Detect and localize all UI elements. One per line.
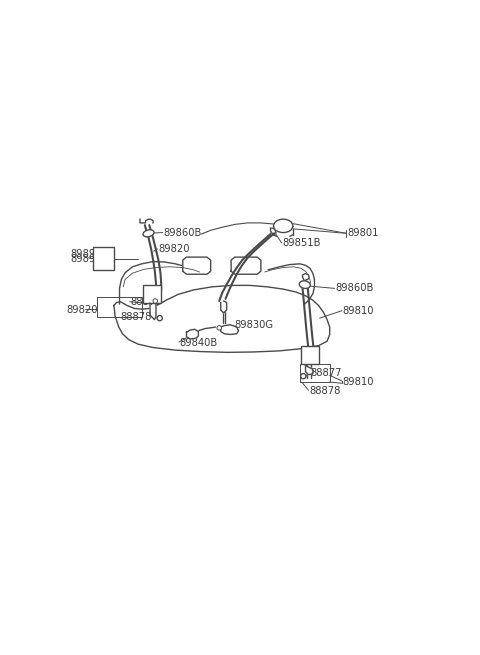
Text: 89840B: 89840B [180,338,218,348]
Polygon shape [114,286,330,352]
Polygon shape [302,274,309,280]
Circle shape [153,299,157,303]
Text: 89860B: 89860B [163,227,202,238]
Text: 88877: 88877 [130,297,161,307]
Bar [300,364,330,382]
Text: 89810: 89810 [343,306,374,316]
Text: 89860B: 89860B [335,284,373,293]
Ellipse shape [299,281,310,288]
Bar [97,297,142,317]
Polygon shape [140,219,153,223]
Bar [301,346,319,364]
Polygon shape [183,257,211,274]
Text: 89810: 89810 [343,377,374,387]
Text: 89820: 89820 [158,244,190,254]
Text: 89851B: 89851B [282,238,321,248]
Bar [94,248,114,270]
Circle shape [300,373,306,379]
Circle shape [157,316,162,321]
Polygon shape [231,257,261,274]
Text: 89897: 89897 [71,249,102,259]
Text: 89801: 89801 [347,229,379,238]
Ellipse shape [143,230,154,237]
Polygon shape [305,365,314,375]
Polygon shape [186,329,198,339]
Polygon shape [150,303,156,320]
Polygon shape [221,301,227,313]
Text: 88877: 88877 [310,368,341,378]
Polygon shape [221,325,239,335]
Polygon shape [271,228,276,233]
Circle shape [217,326,221,330]
Text: 88878: 88878 [309,386,341,396]
Text: 89820: 89820 [67,305,98,315]
Bar [144,286,161,303]
Text: 89830G: 89830G [234,320,273,330]
Text: 89898: 89898 [71,254,102,265]
Text: 88878: 88878 [120,312,152,322]
Ellipse shape [274,219,293,233]
